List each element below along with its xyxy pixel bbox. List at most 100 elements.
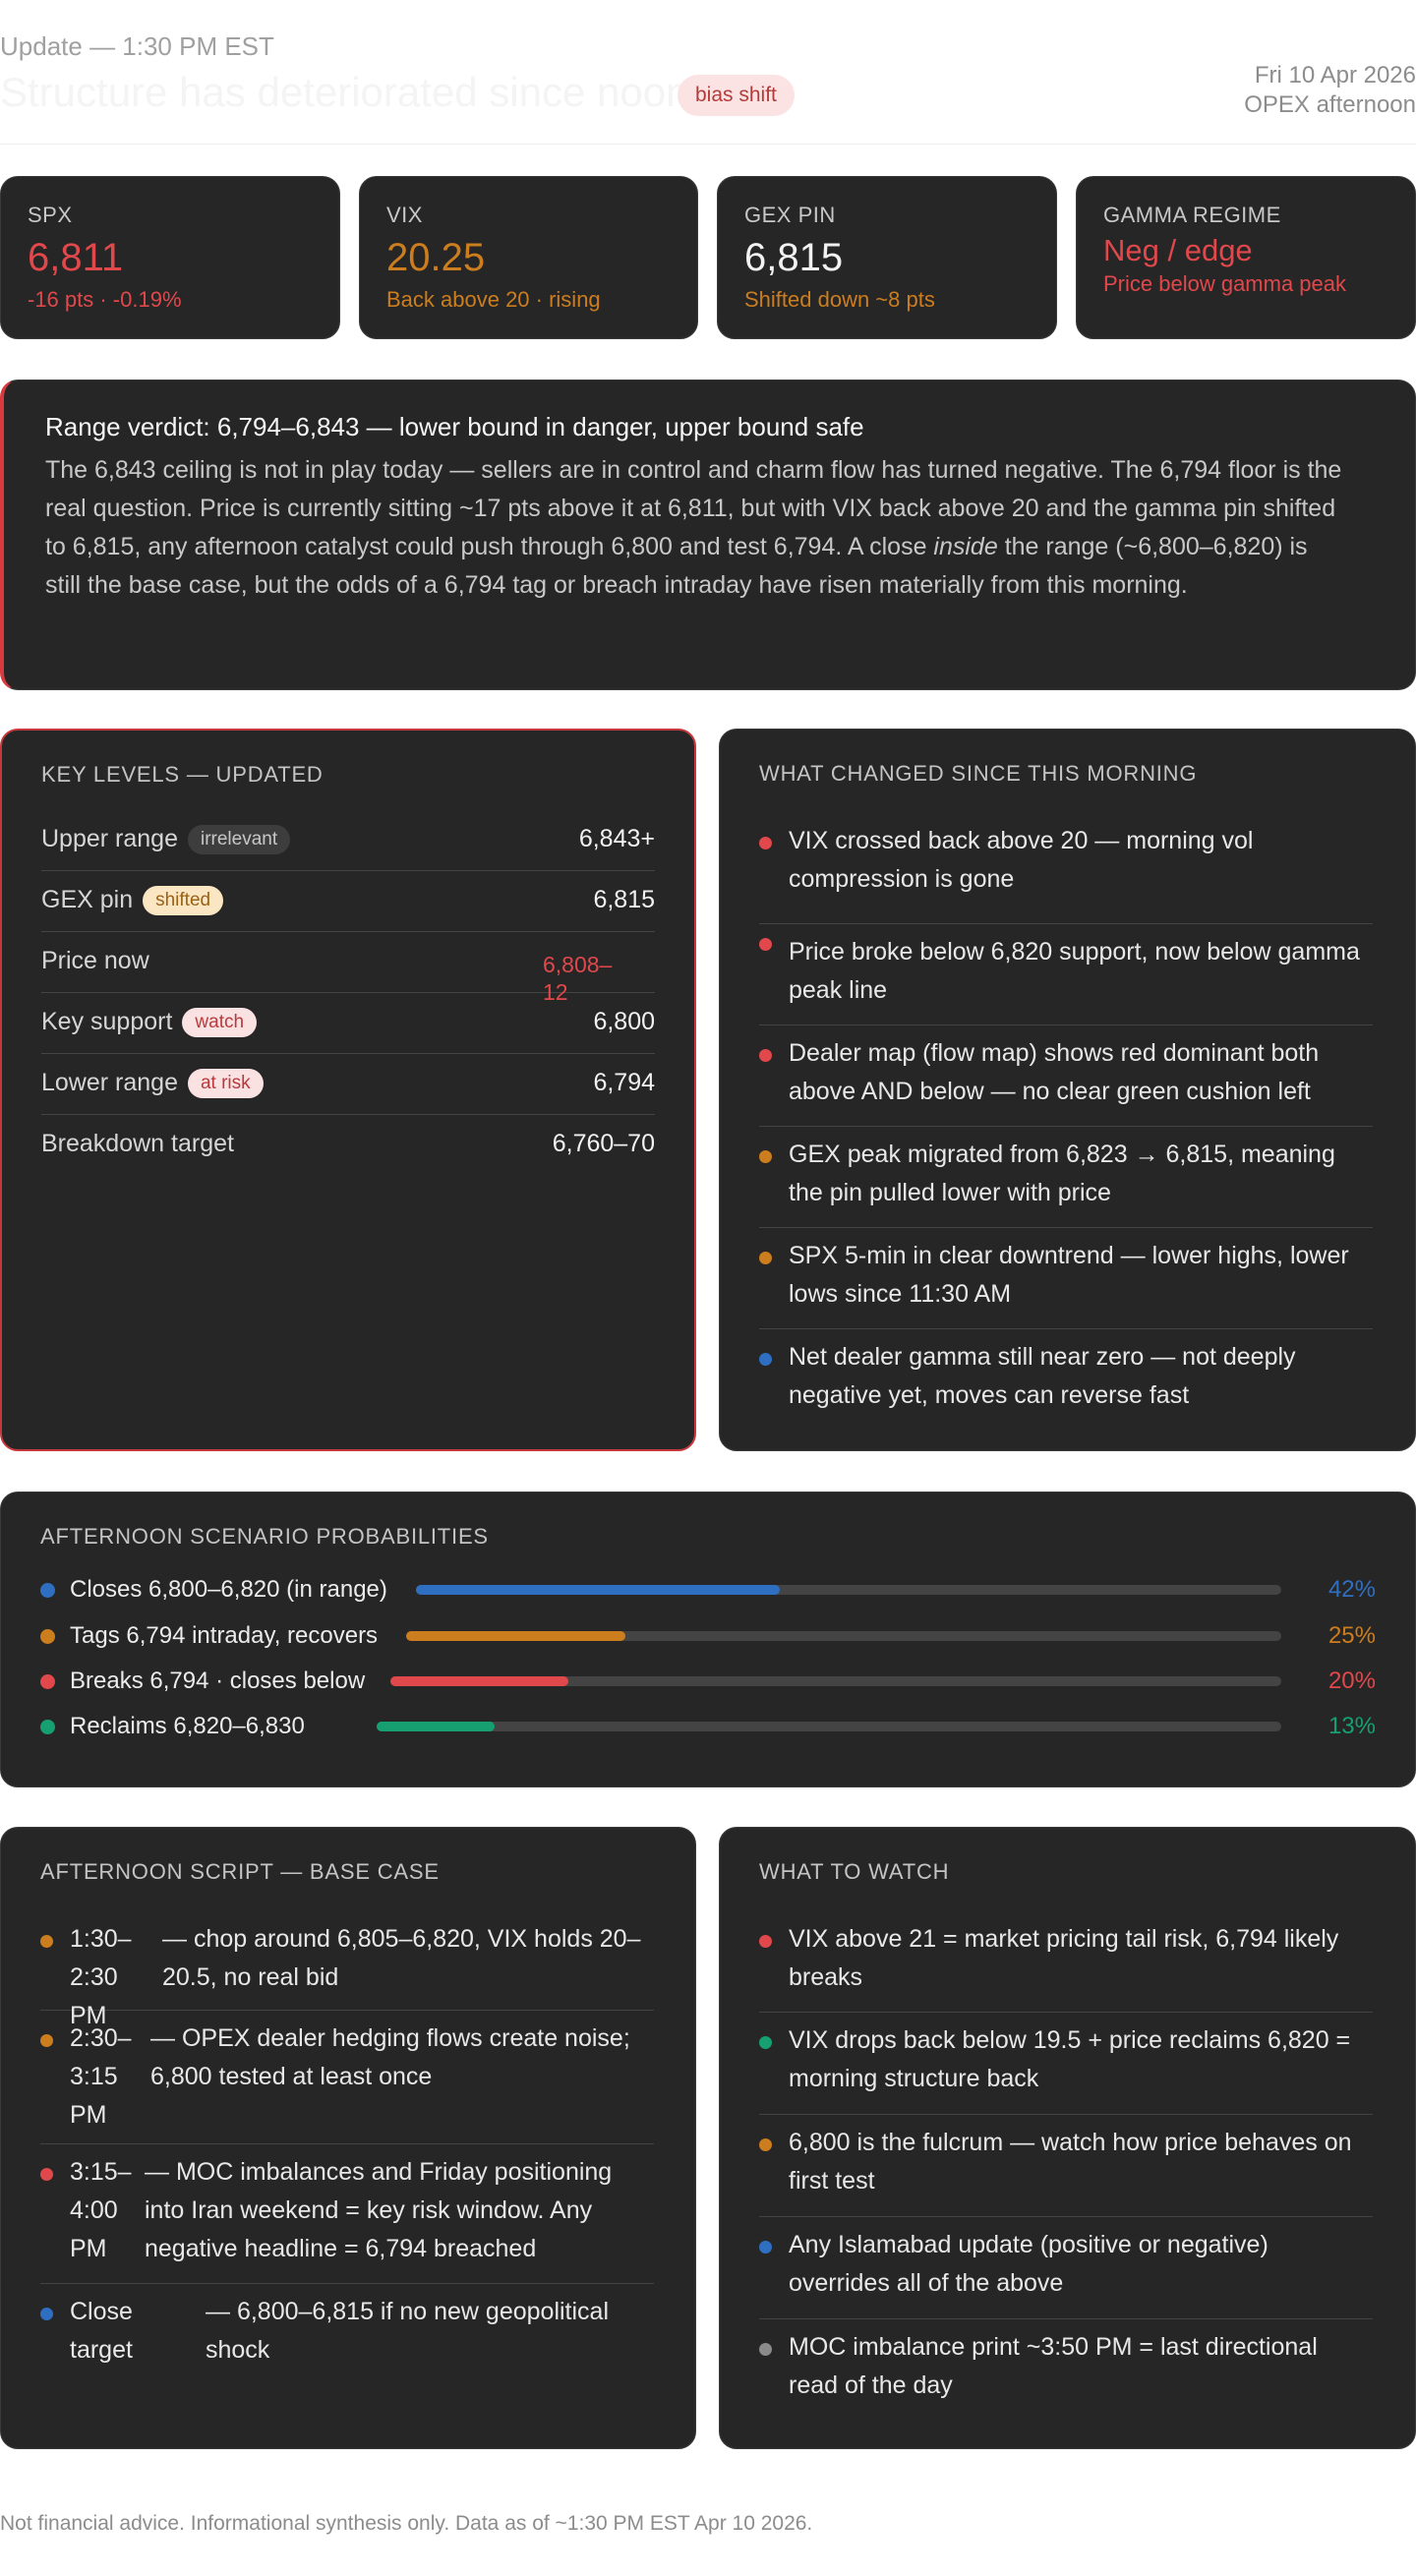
level-tag: at risk [187,1069,264,1098]
verdict-body-text: the range (~6,800–6,820) is still the ba… [45,533,1308,599]
metric-sub: Shifted down ~8 pts [744,287,935,312]
section-title: WHAT CHANGED SINCE THIS MORNING [759,761,1198,786]
level-value: 6,808–12 [543,952,613,1005]
metric-sub: -16 pts · -0.19% [28,287,182,312]
watch-text: 6,800 is the fulcrum — watch how price b… [789,2129,1352,2195]
scenario-percent: 13% [1328,1713,1376,1739]
level-row-breakdown-target: Breakdown target 6,760–70 [41,1114,655,1175]
range-verdict-panel: Range verdict: 6,794–6,843 — lower bound… [0,380,1416,690]
change-text: Net dealer gamma still near zero — not d… [789,1343,1296,1409]
scenario-probabilities-panel: AFTERNOON SCENARIO PROBABILITIES Closes … [0,1492,1416,1787]
scenario-row: Tags 6,794 intraday, recovers 25% [40,1615,1376,1655]
level-label: Price now [41,947,149,974]
metric-label: VIX [386,203,423,227]
section-title: WHAT TO WATCH [759,1859,950,1884]
metric-value: Neg / edge [1103,233,1253,267]
change-item: Dealer map (flow map) shows red dominant… [759,1025,1373,1127]
script-item: Close target — 6,800–6,815 if no new geo… [40,2283,654,2401]
metric-value: 6,811 [28,236,124,279]
bullet-dot-icon [759,1252,772,1264]
level-value: 6,843+ [578,825,655,852]
level-row-upper-range: Upper range irrelevant 6,843+ [41,809,655,871]
scenario-bar-fill [406,1631,625,1641]
verdict-emphasis: inside [933,533,998,560]
afternoon-script-panel: AFTERNOON SCRIPT — BASE CASE 1:30–2:30 P… [0,1827,696,2449]
script-item: 3:15–4:00 PM — MOC imbalances and Friday… [40,2143,654,2284]
page-title: Structure has deteriorated since noon [0,69,689,115]
bullet-dot-icon [759,2343,772,2356]
bullet-dot-icon [759,837,772,849]
level-value: 6,760–70 [552,1130,655,1157]
metric-card-gex-pin: GEX PIN 6,815 Shifted down ~8 pts [717,176,1057,339]
level-tag: watch [182,1008,258,1037]
key-levels-panel: KEY LEVELS — UPDATED Upper range irreleva… [0,729,696,1451]
level-tag: shifted [143,886,224,915]
watch-item: VIX above 21 = market pricing tail risk,… [759,1920,1373,2013]
change-text: VIX crossed back above 20 — morning vol … [789,827,1254,893]
bullet-dot-icon [759,938,772,951]
bullet-dot-icon [759,1150,772,1163]
script-time: 2:30–3:15 PM [70,2024,132,2129]
level-tag: irrelevant [187,825,291,854]
date-label: Fri 10 Apr 2026 [1254,62,1416,88]
watch-item: Any Islamabad update (positive or negati… [759,2216,1373,2319]
bullet-dot-icon [40,1935,53,1948]
bullet-dot-icon [759,1935,772,1948]
metric-card-vix: VIX 20.25 Back above 20 · rising [359,176,698,339]
watch-text: Any Islamabad update (positive or negati… [789,2231,1268,2297]
level-row-key-support: Key support watch 6,800 [41,992,655,1054]
scenario-bar-track [416,1585,1281,1595]
scenario-dot-icon [40,1720,55,1734]
scenario-row: Reclaims 6,820–6,830 13% [40,1706,1376,1745]
scenario-bar-fill [390,1676,569,1686]
watch-text: MOC imbalance print ~3:50 PM = last dire… [789,2333,1318,2399]
session-label: OPEX afternoon [1244,91,1416,118]
level-label: GEX pin [41,886,134,913]
verdict-body: The 6,843 ceiling is not in play today —… [45,451,1343,605]
scenario-label: Breaks 6,794 · closes below [70,1668,366,1694]
section-title: AFTERNOON SCRIPT — BASE CASE [40,1859,440,1884]
script-text: — 6,800–6,815 if no new geopolitical sho… [206,2298,610,2364]
script-time: Close target [70,2298,133,2364]
level-row-price-now: Price now 6,808–12 [41,931,655,1005]
scenario-bar-track [390,1676,1281,1686]
change-text: Dealer map (flow map) shows red dominant… [789,1039,1320,1105]
date-block: Fri 10 Apr 2026 OPEX afternoon [1244,61,1416,120]
change-item: VIX crossed back above 20 — morning vol … [759,822,1373,924]
change-text: GEX peak migrated from 6,823 → 6,815, me… [789,1141,1335,1206]
bullet-dot-icon [40,2034,53,2047]
change-item: Price broke below 6,820 support, now bel… [759,923,1373,1025]
metric-label: GAMMA REGIME [1103,203,1281,227]
watch-text: VIX above 21 = market pricing tail risk,… [789,1925,1339,1991]
metric-card-spx: SPX 6,811 -16 pts · -0.19% [0,176,340,339]
level-value: 6,815 [593,886,655,913]
script-text: — OPEX dealer hedging flows create noise… [150,2024,630,2090]
bullet-dot-icon [40,2308,53,2320]
scenario-row: Closes 6,800–6,820 (in range) 42% [40,1569,1376,1609]
bullet-dot-icon [759,2036,772,2049]
level-label: Breakdown target [41,1130,234,1157]
disclaimer-footer: Not financial advice. Informational synt… [0,2512,813,2535]
scenario-bar-fill [416,1585,780,1595]
scenario-dot-icon [40,1674,55,1689]
script-text: — MOC imbalances and Friday positioning … [145,2158,613,2262]
bullet-dot-icon [759,1049,772,1062]
change-item: Net dealer gamma still near zero — not d… [759,1328,1373,1427]
verdict-body-text: The 6,843 ceiling is not in play today —… [45,456,1342,560]
level-row-gex-pin: GEX pin shifted 6,815 [41,870,655,932]
change-text: Price broke below 6,820 support, now bel… [789,938,1360,1004]
level-value: 6,794 [593,1069,655,1096]
scenario-percent: 25% [1328,1622,1376,1649]
verdict-title: Range verdict: 6,794–6,843 — lower bound… [45,412,864,441]
scenario-bar-track [406,1631,1281,1641]
section-title: AFTERNOON SCENARIO PROBABILITIES [40,1524,489,1549]
watch-item: 6,800 is the fulcrum — watch how price b… [759,2114,1373,2217]
scenario-row: Breaks 6,794 · closes below 20% [40,1661,1376,1700]
level-row-lower-range: Lower range at risk 6,794 [41,1053,655,1115]
bullet-dot-icon [759,2138,772,2151]
bullet-dot-icon [759,2241,772,2254]
change-item: GEX peak migrated from 6,823 → 6,815, me… [759,1126,1373,1228]
metric-sub: Back above 20 · rising [386,287,601,312]
scenario-label: Reclaims 6,820–6,830 [70,1713,305,1739]
script-item: 1:30–2:30 PM — chop around 6,805–6,820, … [40,1920,654,2029]
